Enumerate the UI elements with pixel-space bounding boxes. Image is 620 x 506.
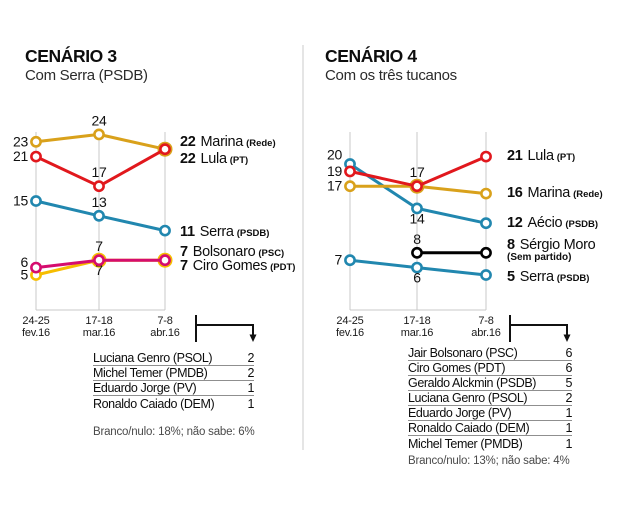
table-row: Michel Temer (PMDB) 2 <box>93 366 254 381</box>
table-row: Eduardo Jorge (PV) 1 <box>93 381 254 396</box>
point-value-label: 21 <box>13 148 28 164</box>
point-value-label: 7 <box>95 238 103 254</box>
series-end-label: 12 Aécio (PSDB) <box>507 215 599 232</box>
data-point-marker <box>480 217 492 230</box>
table-row: Luciana Genro (PSOL) 2 <box>408 391 572 406</box>
scenario3-note: Branco/nulo: 18%; não sabe: 6% <box>93 426 255 438</box>
series-end-label: 21 Lula (PT) <box>507 147 576 164</box>
point-value-label: 15 <box>13 193 28 209</box>
scenario3-others-table: Luciana Genro (PSOL) 2 Michel Temer (PMDB)… <box>93 351 254 411</box>
x-axis-tick: 17-18 mar.16 <box>400 315 434 339</box>
series-end-label: 22 Marina (Rede) <box>180 134 276 151</box>
x-axis-tick: 24-25 fev.16 <box>22 315 50 339</box>
data-point-marker <box>93 209 105 222</box>
point-value-label: 6 <box>413 270 421 286</box>
x-axis-tick: 7-8 abr.16 <box>471 315 501 339</box>
point-value-label: 7 <box>95 262 103 278</box>
point-value-label: 23 <box>13 133 28 149</box>
panel-divider <box>302 45 304 450</box>
data-point-marker <box>159 143 171 156</box>
point-value-label: 14 <box>410 210 425 226</box>
data-point-marker <box>93 180 105 193</box>
table-row: Ronaldo Caiado (DEM) 1 <box>93 397 254 411</box>
arrowhead-icon <box>563 334 571 342</box>
data-point-marker <box>344 165 356 178</box>
table-pointer-arrow <box>195 315 254 342</box>
data-point-marker <box>30 135 42 148</box>
scenario4-note: Branco/nulo: 13%; não sabe: 4% <box>408 455 570 467</box>
table-row: Geraldo Alckmin (PSDB) 5 <box>408 376 572 391</box>
series-end-label: 5 Serra (PSDB) <box>507 269 590 285</box>
series-end-label: 22 Lula (PT) <box>180 151 249 168</box>
point-value-label: 8 <box>413 231 421 247</box>
series-end-label: 16 Marina (Rede) <box>507 184 603 201</box>
scenario4-title: CENÁRIO 4 <box>325 46 417 66</box>
data-point-marker <box>30 261 42 274</box>
data-point-marker <box>159 254 171 267</box>
arrowhead-icon <box>249 334 257 342</box>
data-point-marker <box>480 246 492 259</box>
table-row: Ciro Gomes (PDT) 6 <box>408 361 572 376</box>
point-value-label: 17 <box>92 164 107 180</box>
series-end-label: 7 Ciro Gomes (PDT) <box>180 258 296 275</box>
data-point-marker <box>480 187 492 200</box>
table-row: Eduardo Jorge (PV) 1 <box>408 406 572 421</box>
scenario3-subtitle: Com Serra (PSDB) <box>25 67 148 84</box>
table-row: Jair Bolsonaro (PSC) 6 <box>408 346 572 361</box>
point-value-label: 13 <box>92 194 107 210</box>
data-point-marker <box>411 180 423 193</box>
point-value-label: 24 <box>92 112 107 128</box>
table-row: Michel Temer (PMDB) 1 <box>408 437 572 451</box>
point-value-label: 6 <box>21 254 29 270</box>
data-point-marker <box>344 254 356 267</box>
series-end-label: 7 Bolsonaro (PSC) <box>180 244 285 261</box>
data-point-marker <box>93 128 105 141</box>
data-point-marker <box>93 254 105 267</box>
scenario4-subtitle: Com os três tucanos <box>325 67 457 84</box>
x-axis-tick: 24-25 fev.16 <box>336 315 364 339</box>
x-axis-tick: 17-18 mar.16 <box>82 315 116 339</box>
data-point-marker <box>344 180 356 193</box>
data-point-marker <box>411 261 423 274</box>
table-row: Luciana Genro (PSOL) 2 <box>93 351 254 366</box>
data-point-marker <box>30 195 42 207</box>
point-value-label: 20 <box>327 147 342 163</box>
data-point-marker <box>159 224 171 237</box>
scenario4-others-table: Jair Bolsonaro (PSC) 6 Ciro Gomes (PDT) 6 Ge… <box>408 346 572 451</box>
series-end-label: 8 Sérgio Moro (Sem partido) <box>507 236 596 263</box>
data-point-marker <box>411 202 423 215</box>
series-end-label: 11 Serra (PSDB) <box>180 223 270 240</box>
table-pointer-arrow <box>509 315 568 342</box>
data-point-marker <box>411 246 423 259</box>
table-row: Ronaldo Caiado (DEM) 1 <box>408 421 572 436</box>
point-value-label: 17 <box>410 164 425 180</box>
point-value-label: 7 <box>335 252 343 268</box>
data-point-marker <box>480 269 492 281</box>
x-axis-tick: 7-8 abr.16 <box>150 315 180 339</box>
data-point-marker <box>480 150 492 163</box>
scenario3-title: CENÁRIO 3 <box>25 46 117 66</box>
point-value-label: 17 <box>327 178 342 194</box>
point-value-label: 5 <box>21 267 29 283</box>
point-value-label: 19 <box>327 163 342 179</box>
data-point-marker <box>30 150 42 163</box>
